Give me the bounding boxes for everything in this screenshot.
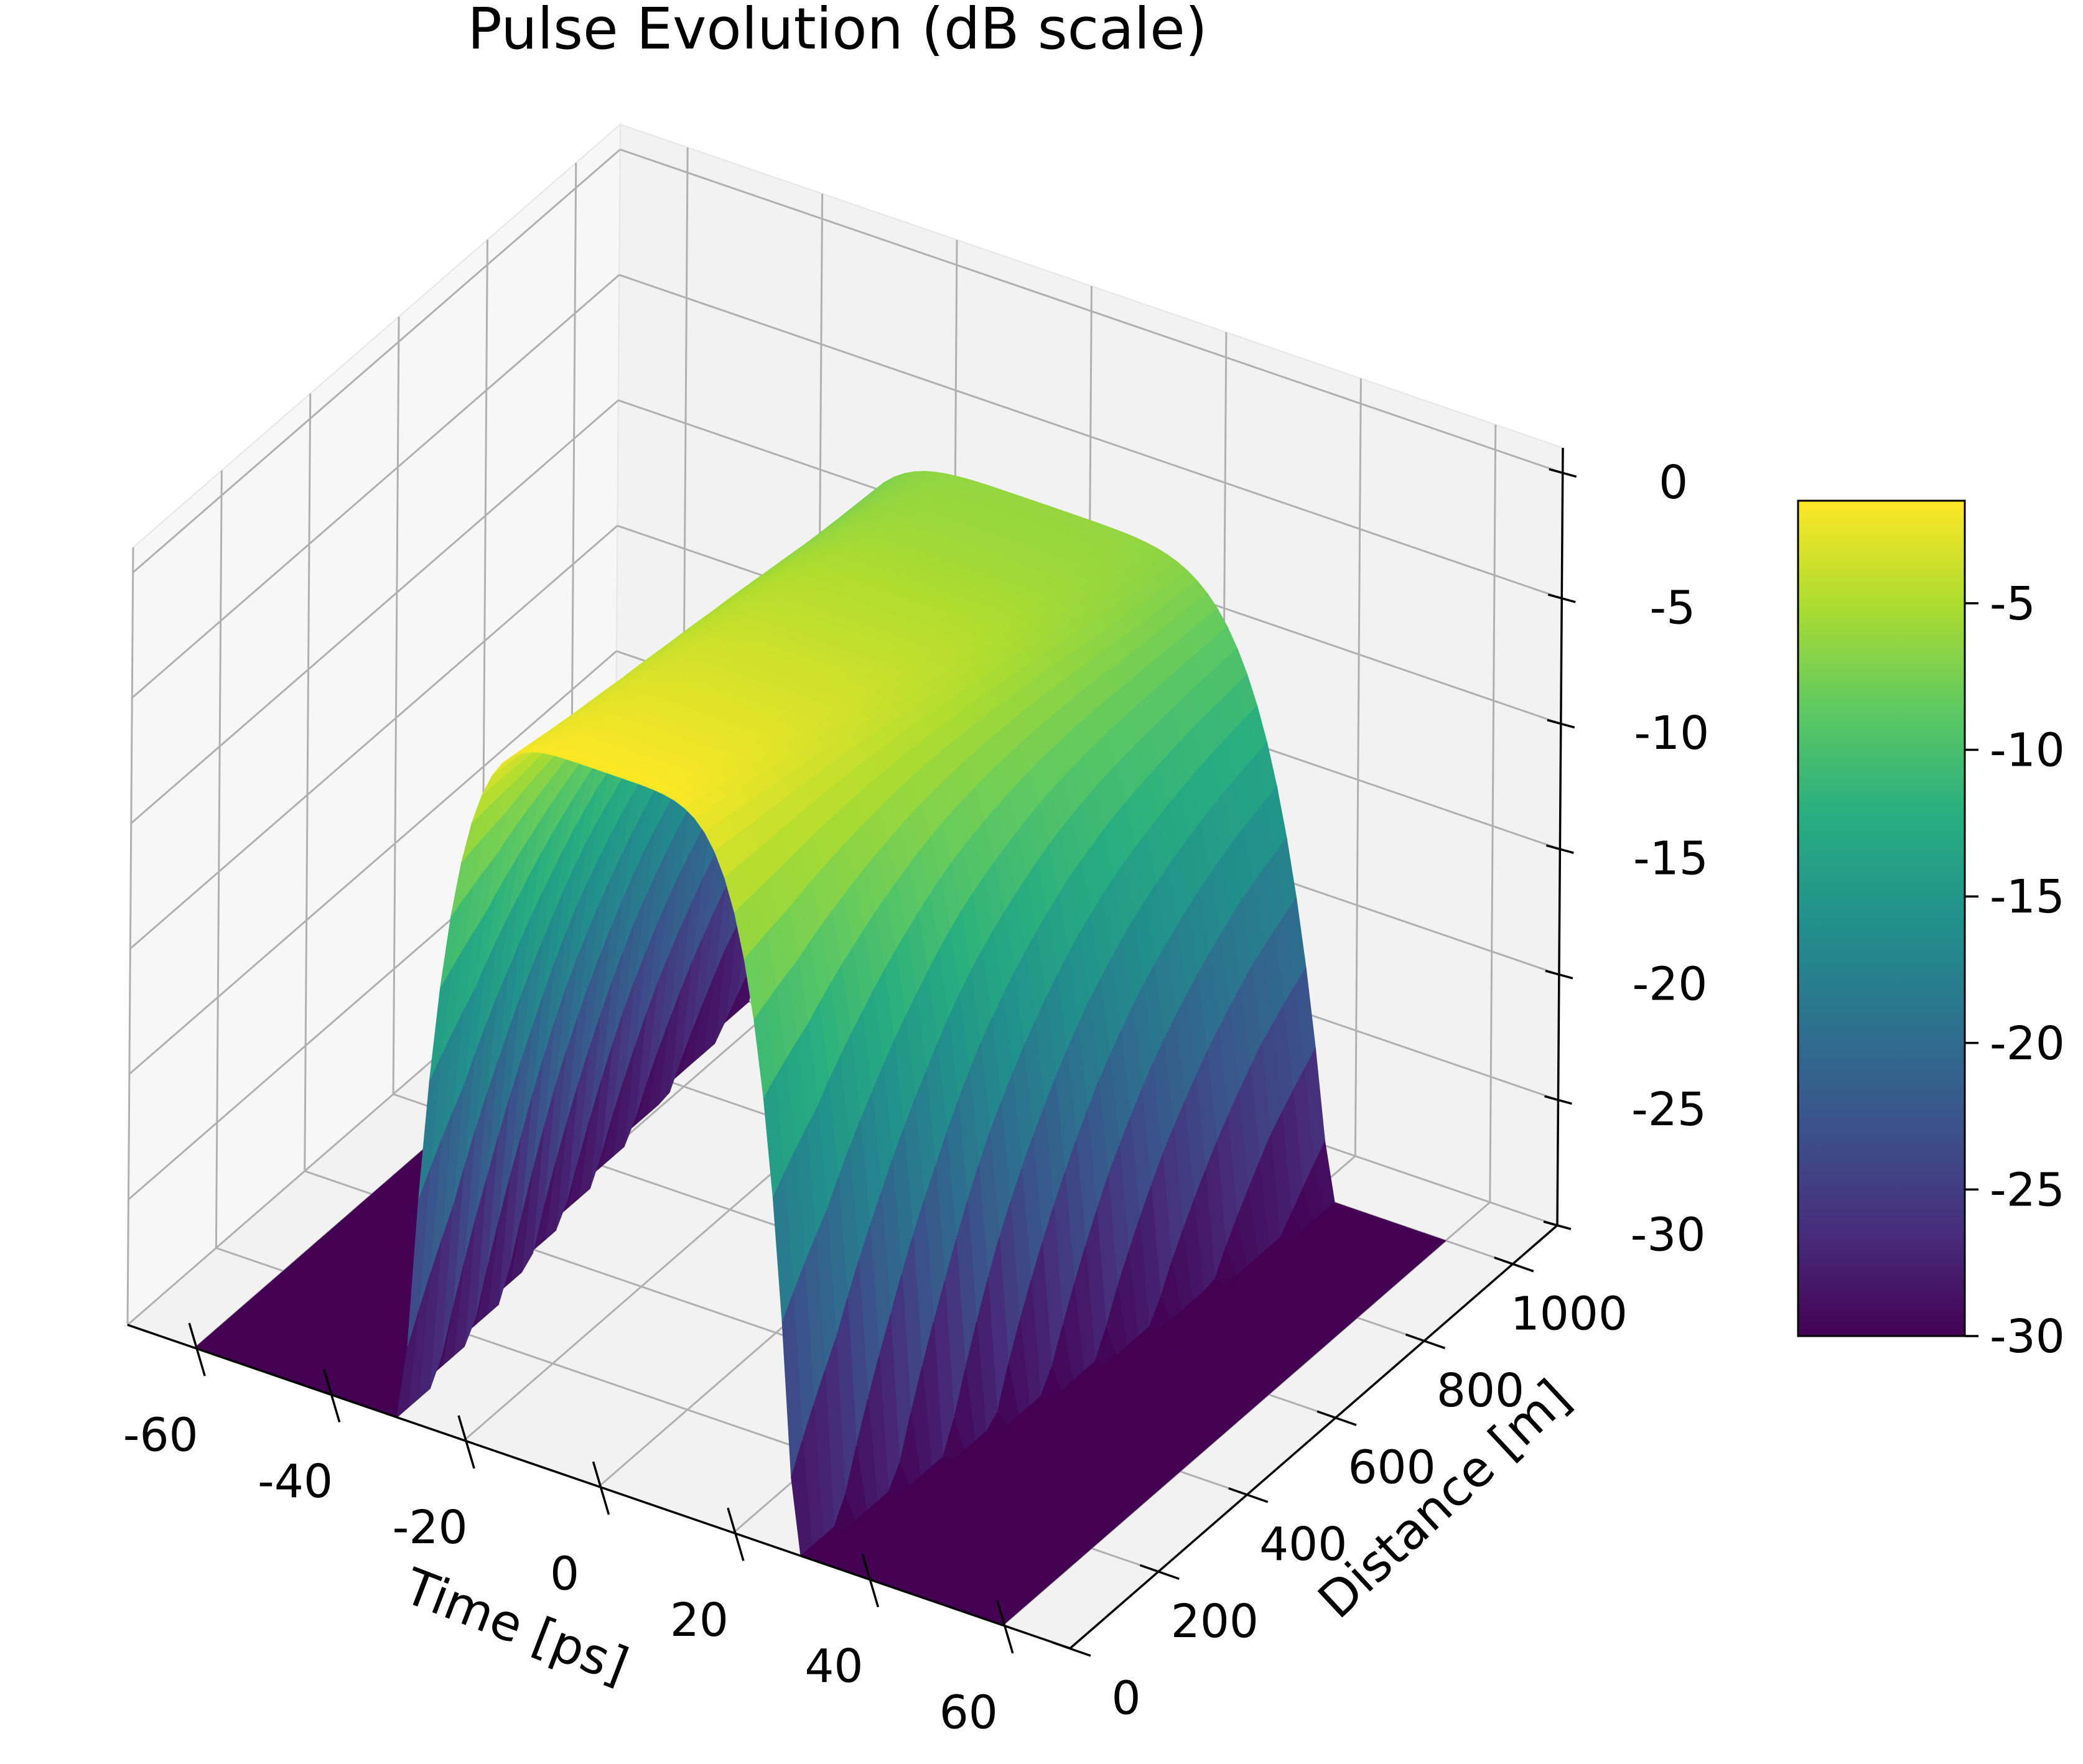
z-tick-label: 0	[1659, 456, 1688, 509]
y-tick-label: 800	[1437, 1364, 1524, 1418]
surface-plot	[194, 471, 1447, 1626]
z-axis-line	[1556, 447, 1564, 1226]
x-axis-tick	[457, 1415, 475, 1469]
colorbar-tick-label: -25	[1990, 1163, 2065, 1217]
colorbar-gradient	[1797, 499, 1966, 1337]
x-axis-tick	[322, 1368, 341, 1423]
x-tick-label: 0	[550, 1548, 579, 1601]
z-axis-tick	[1547, 718, 1575, 729]
y-axis-tick	[1051, 1641, 1091, 1657]
colorbar-tick-label: -30	[1990, 1310, 2065, 1363]
grid-line-z-side	[130, 399, 619, 824]
z-tick-label: -10	[1634, 707, 1709, 760]
x-axis-label: Time [ps]	[396, 1557, 636, 1695]
z-tick-label: -15	[1633, 832, 1708, 886]
z-tick-label: -30	[1631, 1209, 1706, 1262]
grid-line-z-back	[618, 274, 1562, 600]
z-axis-tick	[1544, 1095, 1572, 1105]
y-axis-line	[1069, 1224, 1559, 1650]
x-tick-label: 40	[804, 1640, 863, 1693]
y-axis-tick	[1228, 1487, 1269, 1503]
z-axis-tick	[1543, 1220, 1572, 1230]
y-axis-tick	[1494, 1256, 1534, 1273]
grid-line-z-back	[620, 148, 1563, 474]
grid-line-y-side	[126, 547, 134, 1325]
z-axis-tick	[1545, 970, 1573, 980]
x-tick-label: 20	[670, 1594, 729, 1647]
y-tick-label: 200	[1171, 1595, 1259, 1648]
grid-line-z-side	[131, 274, 620, 699]
y-tick-label: 1000	[1511, 1287, 1628, 1340]
x-tick-label: 60	[939, 1686, 998, 1739]
grid-line-x-back	[1489, 424, 1497, 1202]
x-axis-tick	[996, 1600, 1014, 1654]
grid-line-y-side	[392, 317, 400, 1095]
colorbar: -5 -10 -15 -20 -25 -30	[1797, 499, 2065, 1363]
x-tick-label: -20	[393, 1501, 468, 1554]
z-tick-label: -20	[1632, 957, 1707, 1011]
x-axis-line	[127, 1324, 1071, 1650]
x-tick-label: -40	[258, 1455, 333, 1508]
x-tick-label: -60	[123, 1409, 198, 1462]
colorbar-tick-label: -20	[1990, 1017, 2065, 1070]
z-tick-label: -25	[1631, 1083, 1707, 1136]
x-axis-tick	[727, 1507, 745, 1561]
z-axis-tick	[1547, 593, 1576, 603]
z-tick-label: -5	[1649, 581, 1695, 634]
grid-line-z-side	[132, 149, 621, 573]
grid-line-x-back	[1354, 378, 1362, 1156]
chart-title: Pulse Evolution (dB scale)	[467, 0, 1207, 62]
colorbar-tick-label: -5	[1990, 577, 2036, 631]
grid-line-y-side	[215, 470, 223, 1248]
colorbar-ticks: -5 -10 -15 -20 -25 -30	[1965, 577, 2065, 1363]
z-axis-tick	[1549, 468, 1577, 478]
y-axis-tick	[1139, 1564, 1180, 1581]
z-axis-tick	[1545, 844, 1574, 854]
x-axis-tick	[592, 1461, 610, 1515]
colorbar-tick-label: -10	[1990, 724, 2065, 778]
y-tick-label: 600	[1348, 1441, 1435, 1495]
x-axis-tick	[188, 1322, 206, 1376]
x-axis-tick	[861, 1554, 880, 1608]
grid-line-z-side	[128, 650, 617, 1075]
y-axis-tick	[1316, 1410, 1357, 1426]
colorbar-tick-label: -15	[1990, 870, 2065, 924]
y-tick-label: 0	[1111, 1672, 1140, 1725]
grid-line-y-side	[304, 393, 312, 1171]
y-axis-tick	[1405, 1333, 1446, 1350]
y-tick-label: 400	[1259, 1518, 1347, 1571]
grid-line-z-side	[129, 525, 618, 950]
